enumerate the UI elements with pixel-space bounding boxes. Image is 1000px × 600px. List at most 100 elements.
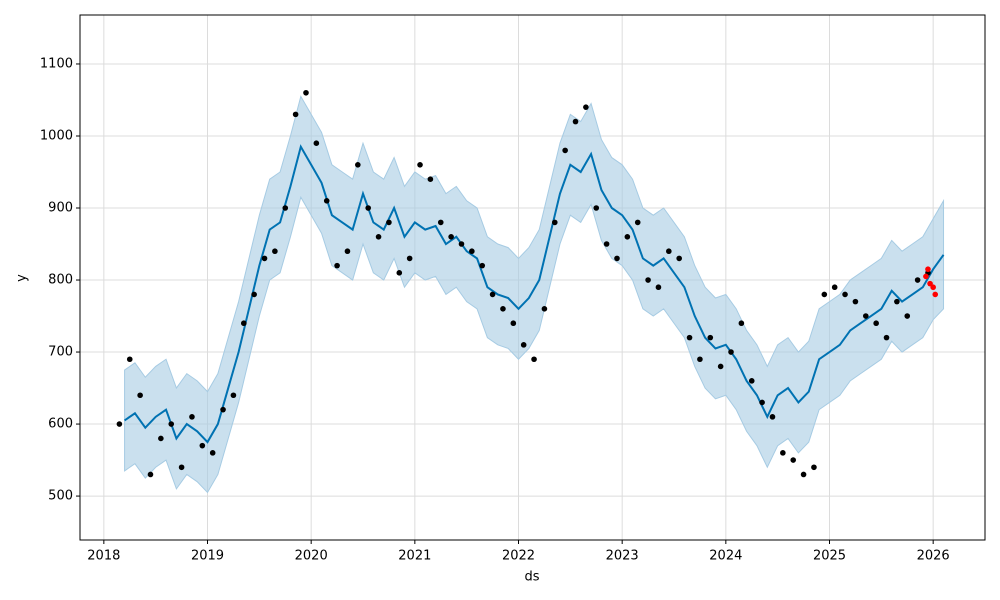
data-point — [240, 320, 247, 327]
data-point — [303, 89, 309, 96]
x-tick-label: 2024 — [709, 549, 742, 564]
data-point — [883, 334, 890, 341]
data-point — [189, 414, 195, 420]
data-point — [272, 248, 278, 255]
data-point — [292, 111, 299, 118]
data-point — [147, 471, 154, 478]
data-point — [344, 248, 351, 255]
data-point — [199, 442, 206, 449]
data-point — [769, 414, 776, 420]
x-tick-label: 2023 — [606, 549, 639, 564]
y-axis-label: y — [15, 274, 30, 282]
data-point — [624, 234, 631, 240]
data-point — [930, 284, 936, 291]
data-point — [842, 291, 848, 298]
data-point — [811, 464, 817, 471]
data-point — [427, 176, 434, 182]
forecast-line — [124, 144, 945, 444]
data-point — [697, 356, 703, 363]
y-tick-label: 500 — [48, 489, 73, 504]
data-point — [932, 291, 939, 298]
data-point — [551, 219, 558, 226]
data-point — [396, 270, 403, 276]
data-point — [261, 255, 268, 262]
data-point — [531, 356, 537, 363]
x-tick-label: 2021 — [398, 549, 431, 564]
data-point — [593, 205, 600, 211]
y-tick-label: 600 — [48, 417, 73, 432]
data-point — [728, 349, 734, 355]
data-point — [500, 306, 506, 312]
data-point — [572, 118, 579, 125]
data-point — [904, 313, 911, 319]
data-point — [800, 471, 807, 478]
data-point — [334, 262, 340, 269]
data-point — [510, 320, 517, 327]
uncertainty-band — [124, 95, 945, 494]
data-point — [520, 342, 527, 348]
data-point — [780, 450, 786, 456]
x-tick-label: 2022 — [502, 549, 535, 564]
data-point — [282, 205, 289, 211]
x-tick-label: 2026 — [917, 549, 950, 564]
data-point — [220, 406, 226, 413]
data-point — [852, 298, 859, 305]
data-point — [676, 255, 682, 262]
y-tick-label: 800 — [48, 273, 73, 288]
data-point — [541, 306, 548, 312]
y-tick-label: 700 — [48, 345, 73, 360]
data-point — [790, 457, 797, 463]
data-point — [158, 435, 164, 442]
data-point — [923, 273, 929, 280]
data-point — [230, 392, 237, 399]
data-point — [437, 219, 444, 226]
data-point — [489, 291, 496, 298]
data-point — [365, 205, 371, 211]
data-point — [137, 392, 143, 399]
data-point — [759, 399, 765, 406]
data-point — [323, 198, 330, 204]
x-tick-label: 2025 — [813, 549, 846, 564]
data-point — [873, 320, 879, 327]
data-point — [386, 219, 392, 226]
data-point — [583, 104, 589, 110]
data-point — [458, 241, 465, 247]
plot-frame — [79, 14, 986, 541]
data-point — [178, 464, 185, 471]
data-point — [614, 255, 620, 262]
data-point — [375, 234, 382, 240]
data-point — [126, 356, 133, 363]
x-axis-label: ds — [524, 570, 539, 585]
data-point — [469, 248, 475, 255]
data-point — [686, 334, 693, 341]
y-tick-label: 1100 — [40, 56, 73, 71]
data-point — [821, 291, 828, 298]
data-point — [251, 291, 257, 298]
data-point — [116, 421, 123, 427]
y-tick-label: 900 — [48, 201, 73, 216]
data-point — [862, 313, 869, 319]
data-point — [831, 284, 838, 291]
data-point — [168, 421, 175, 427]
data-point — [634, 219, 641, 226]
data-point — [417, 161, 423, 168]
data-point — [717, 363, 724, 370]
data-point — [894, 298, 900, 305]
y-tick-label: 1000 — [40, 128, 73, 143]
data-point — [562, 147, 568, 154]
data-point — [448, 234, 454, 240]
data-point — [355, 161, 361, 168]
data-point — [707, 334, 714, 341]
data-point — [914, 277, 921, 283]
data-point — [925, 266, 931, 273]
data-point — [666, 248, 672, 255]
data-point — [738, 320, 745, 327]
data-point — [655, 284, 662, 291]
x-tick-label: 2020 — [295, 549, 328, 564]
data-point — [209, 450, 216, 456]
data-point — [748, 378, 755, 384]
data-point — [603, 241, 610, 247]
data-point — [406, 255, 413, 262]
x-tick-label: 2019 — [191, 549, 224, 564]
